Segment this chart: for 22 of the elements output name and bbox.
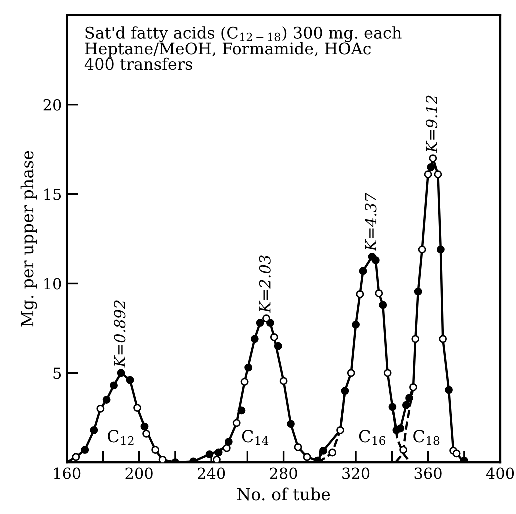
y-tick-label: 20 xyxy=(44,99,62,111)
x-tick-label: 360 xyxy=(414,468,442,480)
x-tick-label: 400 xyxy=(486,468,514,480)
y-tick-label: 5 xyxy=(54,368,62,380)
y-tick-label: 10 xyxy=(44,278,62,290)
x-axis-title: No. of tube xyxy=(237,488,330,501)
annotation: K=0.892 xyxy=(114,300,126,368)
x-tick-label: 240 xyxy=(198,468,226,480)
annotation: C$_{16}$ xyxy=(359,430,386,446)
annotation: C$_{14}$ xyxy=(242,430,269,446)
annotation: C$_{18}$ xyxy=(414,430,440,446)
x-tick-label: 320 xyxy=(342,468,370,480)
x-tick-label: 160 xyxy=(54,468,81,480)
y-axis-title: Mg. per upper phase xyxy=(20,151,38,327)
annotation: K=9.12 xyxy=(426,96,438,154)
annotation: K=2.03 xyxy=(259,256,271,314)
y-tick-label: 15 xyxy=(44,188,62,200)
text: Sat'd fatty acids (C$_{12−18}$) 300 mg. each Heptane/MeOH, Formamide, HOAc 400 transfers xyxy=(84,26,402,70)
x-tick-label: 280 xyxy=(270,468,298,480)
annotation: K=4.37 xyxy=(365,193,377,252)
x-tick-label: 200 xyxy=(126,468,153,480)
annotation: C$_{12}$ xyxy=(108,430,134,446)
